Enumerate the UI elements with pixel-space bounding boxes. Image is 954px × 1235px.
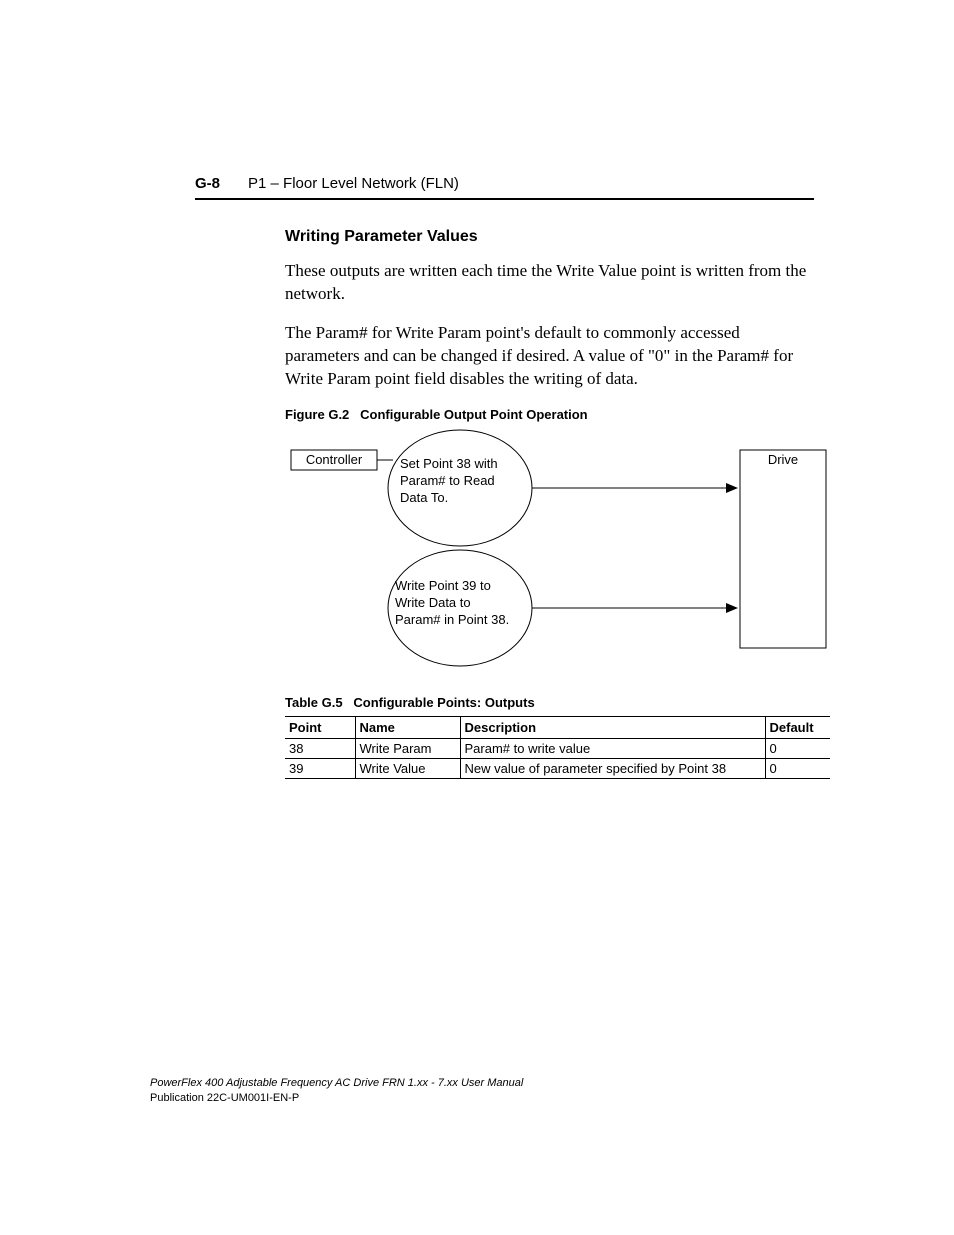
cell-name: Write Value [355,758,460,778]
col-name: Name [355,716,460,738]
page-header: G-8 P1 – Floor Level Network (FLN) [195,175,814,200]
cell-default: 0 [765,758,830,778]
table-number: Table G.5 [285,695,343,710]
page-footer: PowerFlex 400 Adjustable Frequency AC Dr… [150,1076,523,1105]
table-header-row: Point Name Description Default [285,716,830,738]
cell-name: Write Param [355,738,460,758]
figure-caption: Figure G.2 Configurable Output Point Ope… [285,407,814,422]
cell-description: New value of parameter specified by Poin… [460,758,765,778]
content-area: Writing Parameter Values These outputs a… [285,228,814,779]
section-title: Writing Parameter Values [285,228,814,246]
figure-diagram: Controller Drive Set Point 38 with Param… [285,428,835,668]
drive-label: Drive [768,452,798,467]
drive-box [740,450,826,648]
paragraph-2: The Param# for Write Param point's defau… [285,322,814,391]
page-number: G-8 [195,175,220,192]
cell-point: 39 [285,758,355,778]
col-point: Point [285,716,355,738]
table-row: 39 Write Value New value of parameter sp… [285,758,830,778]
table-row: 38 Write Param Param# to write value 0 [285,738,830,758]
controller-label: Controller [306,452,363,467]
table-caption: Table G.5 Configurable Points: Outputs [285,695,814,710]
cell-point: 38 [285,738,355,758]
chapter-title: P1 – Floor Level Network (FLN) [248,175,459,192]
ellipse-1 [388,430,532,546]
col-default: Default [765,716,830,738]
cell-description: Param# to write value [460,738,765,758]
col-description: Description [460,716,765,738]
figure-number: Figure G.2 [285,407,349,422]
footer-publication: Publication 22C-UM001I-EN-P [150,1091,523,1105]
outputs-table: Point Name Description Default 38 Write … [285,716,830,779]
figure-title: Configurable Output Point Operation [360,407,587,422]
paragraph-1: These outputs are written each time the … [285,260,814,306]
table-title: Configurable Points: Outputs [353,695,534,710]
footer-manual-title: PowerFlex 400 Adjustable Frequency AC Dr… [150,1076,523,1090]
cell-default: 0 [765,738,830,758]
page: G-8 P1 – Floor Level Network (FLN) Writi… [0,0,954,1235]
